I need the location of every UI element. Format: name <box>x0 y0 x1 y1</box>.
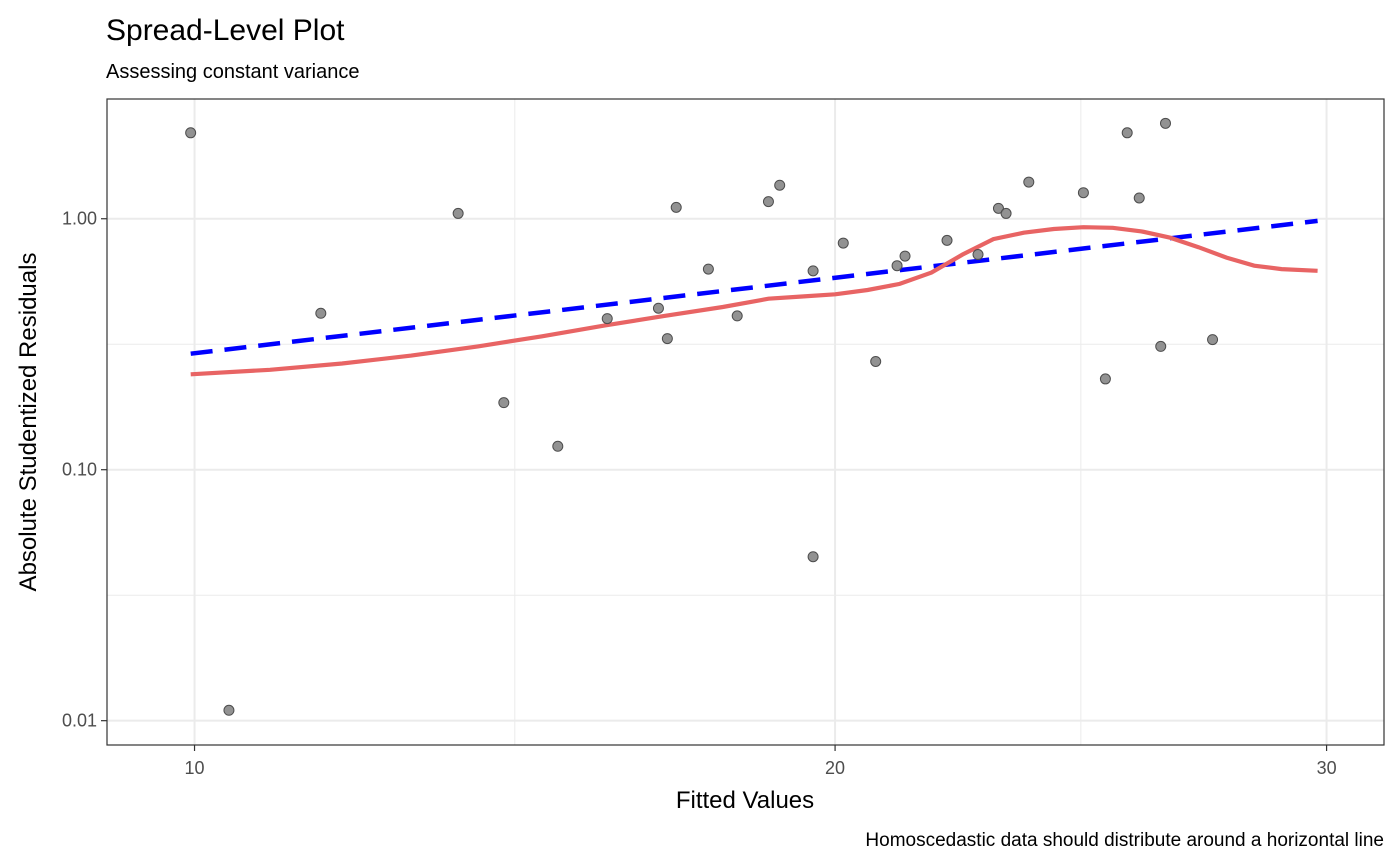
data-point <box>670 201 682 213</box>
data-point <box>762 196 774 208</box>
data-point <box>652 302 664 314</box>
data-point <box>1207 334 1219 346</box>
data-point <box>223 704 235 716</box>
data-point <box>1000 207 1012 219</box>
data-point <box>1133 192 1145 204</box>
data-point <box>1099 373 1111 385</box>
data-point <box>899 250 911 262</box>
data-point <box>661 333 673 345</box>
panel-border <box>106 98 1385 746</box>
x-ticks: 10 20 30 <box>185 745 1337 778</box>
data-point <box>702 263 714 275</box>
data-point <box>992 202 1004 214</box>
y-tick-label: 0.01 <box>62 711 97 731</box>
points-layer <box>185 117 1219 716</box>
data-point <box>972 249 984 261</box>
y-tick-label: 1.00 <box>62 209 97 229</box>
x-axis-title: Fitted Values <box>676 787 814 814</box>
chart-title: Spread-Level Plot <box>106 14 345 47</box>
x-tick-label: 20 <box>825 758 845 778</box>
data-point <box>731 310 743 322</box>
dashed-trend-line <box>190 218 1318 356</box>
data-point <box>452 207 464 219</box>
data-point <box>498 397 510 409</box>
data-point <box>1077 187 1089 199</box>
data-point <box>774 179 786 191</box>
data-point <box>941 234 953 246</box>
data-point <box>1023 176 1035 188</box>
data-point <box>552 440 564 452</box>
series-layer <box>190 218 1318 377</box>
chart-subtitle: Assessing constant variance <box>106 61 359 83</box>
grid-layer <box>107 99 1384 745</box>
data-point <box>891 260 903 272</box>
data-point <box>870 355 882 367</box>
data-point <box>315 307 327 319</box>
data-point <box>837 237 849 249</box>
y-ticks: 0.01 0.10 1.00 <box>62 209 107 731</box>
data-point <box>185 127 197 139</box>
y-axis-title: Absolute Studentized Residuals <box>15 253 42 592</box>
smooth-trend-line <box>190 225 1318 377</box>
data-point <box>1155 340 1167 352</box>
data-point <box>807 551 819 563</box>
x-tick-label: 30 <box>1317 758 1337 778</box>
y-tick-label: 0.10 <box>62 460 97 480</box>
data-point <box>807 265 819 277</box>
data-point <box>1159 117 1171 129</box>
data-point <box>601 313 613 325</box>
chart-caption: Homoscedastic data should distribute aro… <box>865 830 1384 851</box>
x-tick-label: 10 <box>185 758 205 778</box>
data-point <box>1121 127 1133 139</box>
